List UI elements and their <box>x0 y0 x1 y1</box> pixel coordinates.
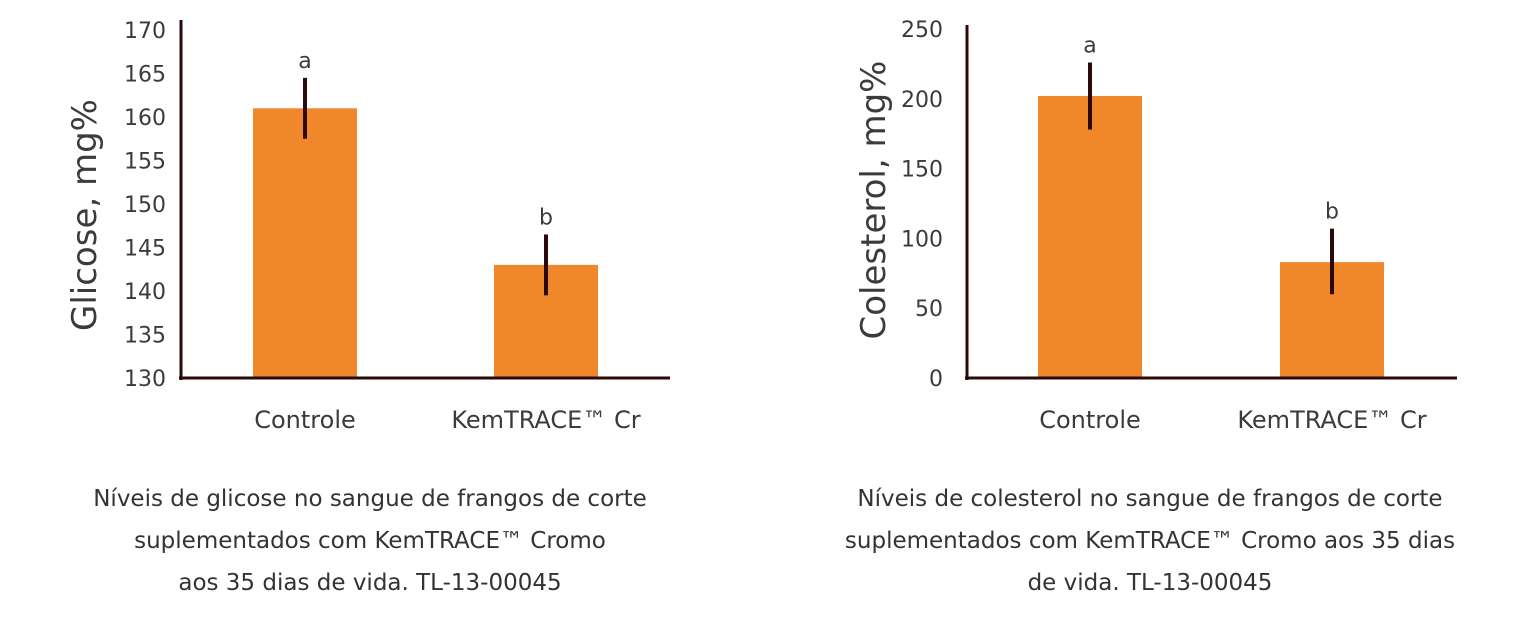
glicose-caption: Níveis de glicose no sangue de frangos d… <box>40 478 700 604</box>
glicose-ytick-label: 135 <box>124 324 166 349</box>
glicose-chart-panel: 130 135 140 145 150 155 160 165 170 Glicose, mg% a… <box>40 19 700 604</box>
glicose-ytick-label: 155 <box>124 150 166 175</box>
colesterol-category-label: Controle <box>1039 406 1141 434</box>
colesterol-caption-line-2: suplementados com KemTRACE™ Cromo aos 35… <box>844 528 1456 554</box>
glicose-ytick-label: 130 <box>124 367 166 392</box>
glicose-bar <box>253 108 357 379</box>
colesterol-ytick-label: 100 <box>901 227 943 252</box>
colesterol-significance-label: b <box>1325 200 1339 225</box>
glicose-ytick-label: 150 <box>124 193 166 218</box>
glicose-ytick-label: 145 <box>124 237 166 262</box>
colesterol-ytick-label: 250 <box>901 18 943 43</box>
colesterol-chart: 0 50 100 150 200 250 Colesterol, mg% a Controle b… <box>854 18 1457 434</box>
glicose-significance-label: a <box>298 49 311 74</box>
colesterol-y-axis-label: Colesterol, mg% <box>854 61 894 340</box>
glicose-ytick-label: 170 <box>124 19 166 44</box>
glicose-caption-line-2: suplementados com KemTRACE™ Cromo <box>134 528 606 554</box>
glicose-chart: 130 135 140 145 150 155 160 165 170 Glicose, mg% a… <box>65 19 670 434</box>
glicose-ytick-label: 140 <box>124 280 166 305</box>
glicose-ytick-label: 160 <box>124 106 166 131</box>
colesterol-ytick-label: 150 <box>901 158 943 183</box>
glicose-caption-line-1: Níveis de glicose no sangue de frangos d… <box>93 486 647 512</box>
colesterol-ytick-label: 0 <box>929 367 943 392</box>
colesterol-caption-line-1: Níveis de colesterol no sangue de frango… <box>857 486 1443 512</box>
colesterol-chart-panel: 0 50 100 150 200 250 Colesterol, mg% a Controle b… <box>765 0 1530 621</box>
colesterol-ytick-label: 50 <box>915 297 943 322</box>
colesterol-category-label: KemTRACE™ Cr <box>1237 406 1426 434</box>
colesterol-ytick-label: 200 <box>901 88 943 113</box>
colesterol-significance-label: a <box>1083 33 1096 58</box>
glicose-y-axis-label: Glicose, mg% <box>65 99 105 331</box>
glicose-ytick-label: 165 <box>124 63 166 88</box>
glicose-caption-line-3: aos 35 dias de vida. TL-13-00045 <box>178 570 562 596</box>
glicose-significance-label: b <box>539 205 553 230</box>
glicose-category-label: KemTRACE™ Cr <box>451 406 640 434</box>
colesterol-bar <box>1038 95 1142 378</box>
glicose-category-label: Controle <box>254 406 356 434</box>
colesterol-caption: Níveis de colesterol no sangue de frango… <box>805 478 1495 604</box>
colesterol-caption-line-3: de vida. TL-13-00045 <box>1027 570 1273 596</box>
